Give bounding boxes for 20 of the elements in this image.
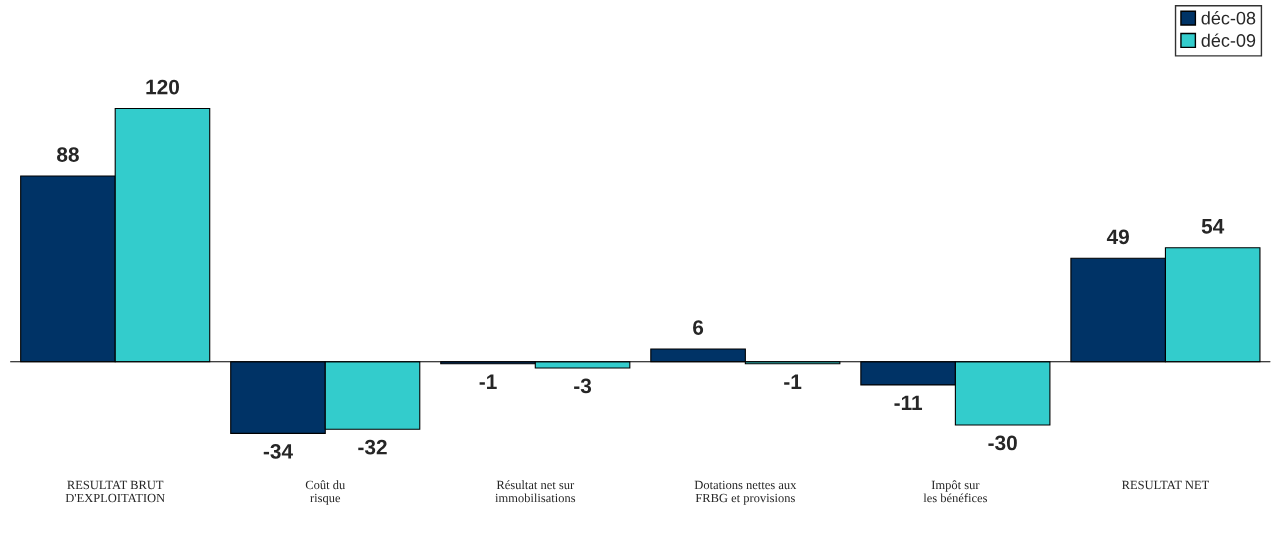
data-label: -1	[784, 374, 802, 389]
data-label: 6	[693, 320, 704, 335]
data-label: -34	[263, 443, 293, 459]
x-tick-label: Coût du risque	[305, 480, 346, 505]
x-tick-label: Résultat net sur immobilisations	[495, 480, 576, 503]
data-label: -1	[479, 374, 497, 389]
data-label: -11	[894, 395, 923, 410]
x-tick-label: Dotations nettes aux FRBG et provisions	[694, 480, 797, 505]
x-tick-label: RESULTAT BRUT D'EXPLOITATION	[65, 480, 165, 503]
data-label: -30	[988, 435, 1017, 451]
data-label: 88	[57, 147, 79, 162]
data-label: -32	[358, 439, 387, 455]
x-tick-label: RESULTAT NET	[1122, 480, 1210, 490]
data-label: 54	[1201, 219, 1225, 234]
legend-label: déc-08	[1201, 11, 1256, 25]
data-label: 120	[146, 79, 179, 95]
legend-label: déc-09	[1201, 33, 1256, 47]
data-label: -3	[574, 378, 592, 394]
x-tick-label: Impôt sur les bénéfices	[923, 480, 988, 503]
data-label: 49	[1106, 229, 1129, 245]
